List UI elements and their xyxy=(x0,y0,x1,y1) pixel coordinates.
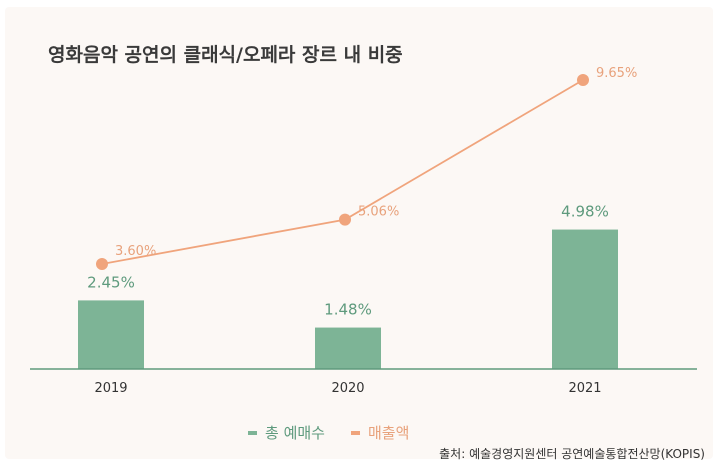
x-tick-label: 2021 xyxy=(568,381,601,396)
bar xyxy=(315,327,381,369)
bar xyxy=(552,229,618,369)
sales-value-label: 9.65% xyxy=(596,66,637,81)
legend-label-sales: 매출액 xyxy=(367,424,410,442)
x-tick-label: 2020 xyxy=(331,381,364,396)
legend-swatch-sales xyxy=(350,430,360,435)
bar-value-label: 1.48% xyxy=(324,301,372,319)
legend-label-tickets: 총 예매수 xyxy=(265,424,325,442)
legend-item-tickets: 총 예매수 xyxy=(248,422,325,443)
bar-value-label: 2.45% xyxy=(87,273,135,291)
sales-line xyxy=(101,79,584,265)
source-note: 출처: 예술경영지원센터 공연예술통합전산망(KOPIS) xyxy=(439,447,705,461)
bar xyxy=(78,300,144,369)
legend-item-sales: 매출액 xyxy=(350,422,410,443)
sales-point xyxy=(96,258,108,270)
legend-swatch-tickets xyxy=(248,430,257,435)
sales-value-label: 3.60% xyxy=(115,244,156,259)
sales-point xyxy=(577,74,589,86)
legend: 총 예매수 매출액 xyxy=(248,422,409,443)
sales-point xyxy=(339,213,351,226)
chart-title: 영화음악 공연의 클래식/오페라 장르 내 비중 xyxy=(48,44,403,66)
bar-value-label: 4.98% xyxy=(561,203,609,221)
sales-value-label: 5.06% xyxy=(358,205,399,220)
x-tick-label: 2019 xyxy=(94,381,127,396)
